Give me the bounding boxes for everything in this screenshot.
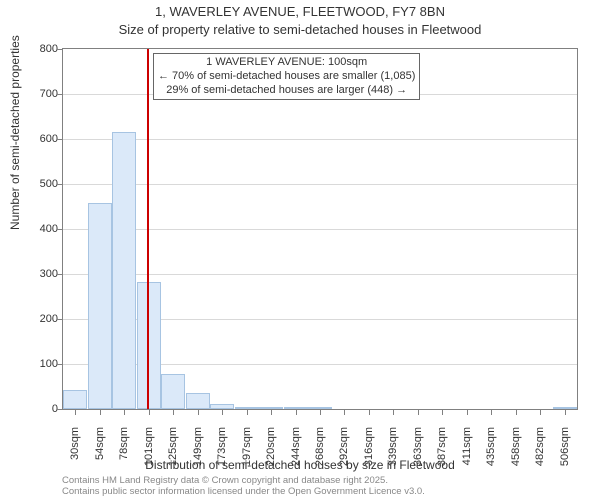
ytick-mark xyxy=(57,49,62,50)
xtick-mark xyxy=(124,410,125,415)
gridline xyxy=(63,184,577,185)
footer-line-2: Contains public sector information licen… xyxy=(62,487,425,498)
histogram-bar xyxy=(186,393,210,409)
xtick-mark xyxy=(173,410,174,415)
xtick-mark xyxy=(198,410,199,415)
gridline xyxy=(63,139,577,140)
histogram-bar xyxy=(210,404,234,409)
ytick-label: 500 xyxy=(8,178,58,190)
ytick-label: 600 xyxy=(8,133,58,145)
ytick-mark xyxy=(57,94,62,95)
xtick-mark xyxy=(100,410,101,415)
ytick-mark xyxy=(57,139,62,140)
xtick-mark xyxy=(75,410,76,415)
chart-container: 1, WAVERLEY AVENUE, FLEETWOOD, FY7 8BN S… xyxy=(0,0,600,500)
annotation-line: ← 70% of semi-detached houses are smalle… xyxy=(158,70,415,84)
ytick-label: 400 xyxy=(8,223,58,235)
ytick-mark xyxy=(57,364,62,365)
xtick-mark xyxy=(271,410,272,415)
xtick-mark xyxy=(222,410,223,415)
annotation-line: 29% of semi-detached houses are larger (… xyxy=(158,84,415,98)
xtick-mark xyxy=(149,410,150,415)
xtick-mark xyxy=(393,410,394,415)
annotation-box: 1 WAVERLEY AVENUE: 100sqm← 70% of semi-d… xyxy=(153,53,420,100)
ytick-label: 100 xyxy=(8,358,58,370)
ytick-mark xyxy=(57,319,62,320)
histogram-bar xyxy=(112,132,136,409)
title-main: 1, WAVERLEY AVENUE, FLEETWOOD, FY7 8BN xyxy=(0,4,600,19)
ytick-label: 0 xyxy=(8,403,58,415)
ytick-label: 800 xyxy=(8,43,58,55)
histogram-bar xyxy=(88,203,112,409)
footer: Contains HM Land Registry data © Crown c… xyxy=(62,476,425,498)
xtick-mark xyxy=(344,410,345,415)
gridline xyxy=(63,274,577,275)
xtick-mark xyxy=(467,410,468,415)
histogram-bar xyxy=(259,407,283,409)
annotation-line: 1 WAVERLEY AVENUE: 100sqm xyxy=(158,56,415,70)
histogram-bar xyxy=(63,390,87,409)
histogram-bar xyxy=(308,407,332,409)
xtick-mark xyxy=(540,410,541,415)
histogram-bar xyxy=(161,374,185,409)
xtick-mark xyxy=(565,410,566,415)
ytick-mark xyxy=(57,184,62,185)
gridline xyxy=(63,229,577,230)
xtick-mark xyxy=(247,410,248,415)
xtick-mark xyxy=(516,410,517,415)
x-axis-label: Distribution of semi-detached houses by … xyxy=(0,458,600,472)
histogram-bar xyxy=(553,407,577,409)
ytick-mark xyxy=(57,229,62,230)
title-sub: Size of property relative to semi-detach… xyxy=(0,22,600,37)
ytick-label: 200 xyxy=(8,313,58,325)
histogram-bar xyxy=(235,407,259,409)
ytick-label: 300 xyxy=(8,268,58,280)
xtick-mark xyxy=(418,410,419,415)
marker-line xyxy=(147,49,149,409)
histogram-bar xyxy=(284,407,308,409)
ytick-label: 700 xyxy=(8,88,58,100)
xtick-mark xyxy=(491,410,492,415)
xtick-mark xyxy=(369,410,370,415)
xtick-mark xyxy=(296,410,297,415)
plot-area: 1 WAVERLEY AVENUE: 100sqm← 70% of semi-d… xyxy=(62,48,578,410)
ytick-mark xyxy=(57,274,62,275)
ytick-mark xyxy=(57,409,62,410)
xtick-mark xyxy=(442,410,443,415)
xtick-mark xyxy=(320,410,321,415)
